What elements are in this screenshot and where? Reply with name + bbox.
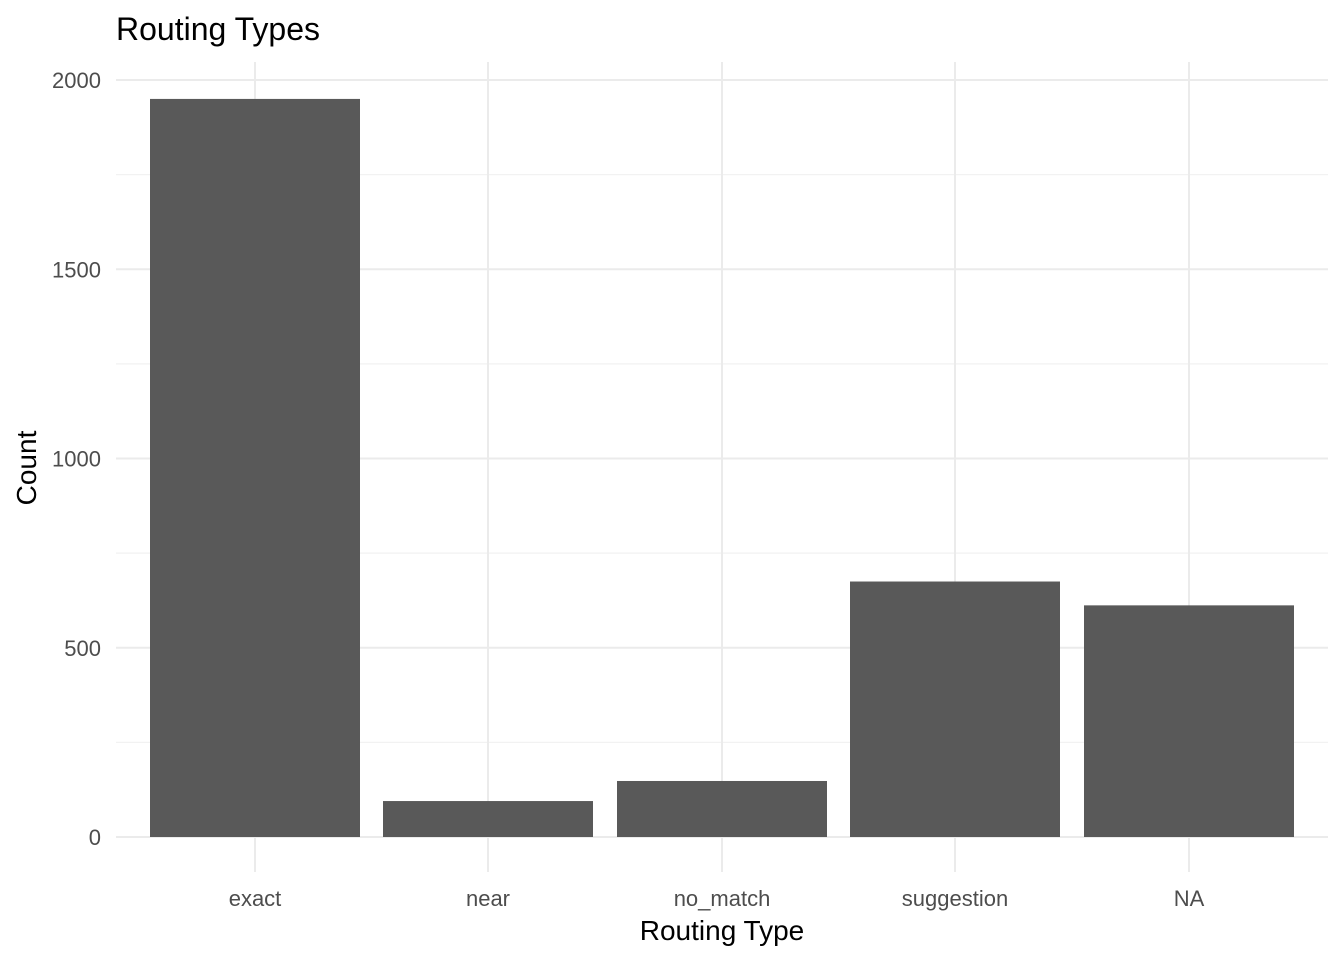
y-axis-tick-labels: 0 500 1000 1500 2000 (52, 68, 101, 850)
x-tick-label-exact: exact (229, 886, 282, 911)
x-axis-tick-labels: exact near no_match suggestion NA (229, 886, 1205, 911)
bar-near (383, 801, 593, 837)
bar-exact (150, 98, 360, 838)
y-axis-title: Count (11, 430, 42, 505)
bars-layer (150, 98, 1294, 838)
x-axis-title: Routing Type (640, 915, 805, 946)
bar-na (1084, 605, 1294, 837)
x-tick-label-na: NA (1174, 886, 1205, 911)
x-tick-label-near: near (466, 886, 510, 911)
y-tick-label-500: 500 (64, 636, 101, 661)
y-tick-label-1000: 1000 (52, 447, 101, 472)
y-tick-label-2000: 2000 (52, 68, 101, 93)
x-tick-label-suggestion: suggestion (902, 886, 1008, 911)
y-tick-label-0: 0 (89, 825, 101, 850)
bar-no-match (617, 780, 827, 837)
x-tick-label-no-match: no_match (674, 886, 771, 911)
y-tick-label-1500: 1500 (52, 257, 101, 282)
chart-title: Routing Types (116, 11, 320, 47)
bar-suggestion (850, 581, 1060, 837)
